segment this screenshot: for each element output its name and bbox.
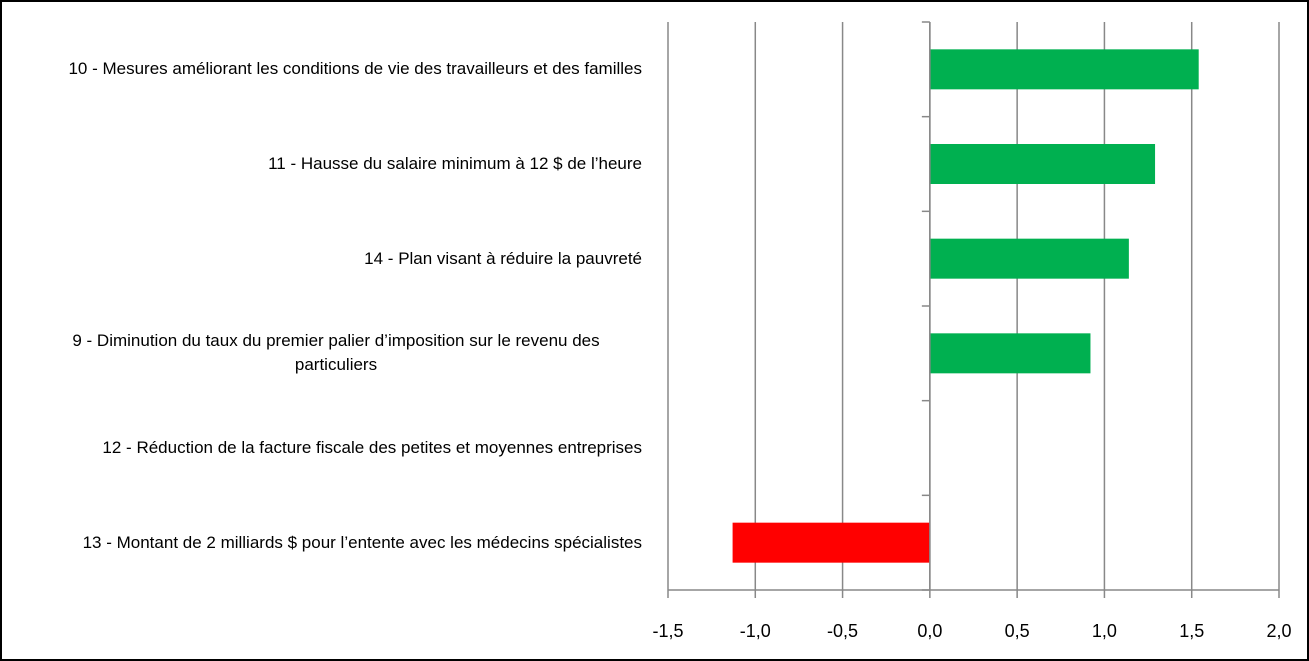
x-tick-label: 0,5 <box>1005 621 1030 641</box>
bar <box>929 144 1156 184</box>
x-tick-label: 1,0 <box>1092 621 1117 641</box>
category-label-box: 9 - Diminution du taux du premier palier… <box>30 329 642 377</box>
bar <box>929 333 1091 374</box>
x-tick-label: 1,5 <box>1179 621 1204 641</box>
bar <box>929 49 1199 90</box>
x-tick-label: 0,0 <box>917 621 942 641</box>
x-tick-label: -1,0 <box>740 621 771 641</box>
y-tick-label: 9 - Diminution du taux du premier palier… <box>72 331 600 375</box>
y-tick-label: 11 - Hausse du salaire minimum à 12 $ de… <box>268 154 642 173</box>
bar <box>929 238 1129 279</box>
bar <box>732 522 930 563</box>
x-tick-label: 2,0 <box>1266 621 1291 641</box>
x-tick-label: -0,5 <box>827 621 858 641</box>
category-label-box: 11 - Hausse du salaire minimum à 12 $ de… <box>30 152 642 176</box>
y-tick-label: 12 - Réduction de la facture fiscale des… <box>102 438 642 457</box>
category-label-box: 12 - Réduction de la facture fiscale des… <box>30 436 642 460</box>
category-label-box: 13 - Montant de 2 milliards $ pour l’ent… <box>30 531 642 555</box>
category-label-box: 14 - Plan visant à réduire la pauvreté <box>30 247 642 271</box>
x-tick-label: -1,5 <box>652 621 683 641</box>
y-tick-label: 10 - Mesures améliorant les conditions d… <box>68 59 642 79</box>
y-tick-label: 13 - Montant de 2 milliards $ pour l’ent… <box>82 532 642 552</box>
y-tick-label: 14 - Plan visant à réduire la pauvreté <box>364 248 642 268</box>
category-label-box: 10 - Mesures améliorant les conditions d… <box>30 57 642 81</box>
